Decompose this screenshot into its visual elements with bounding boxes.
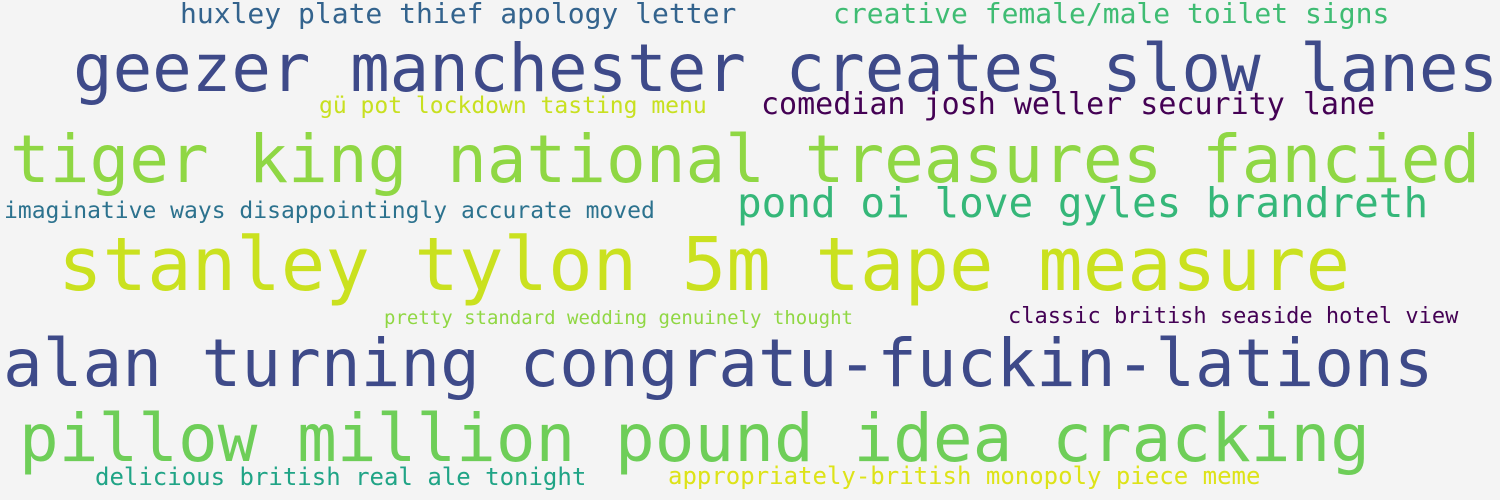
phrase-pillow-million-pound: pillow million pound idea cracking <box>19 400 1371 477</box>
phrase-creative-toilet-signs: creative female/male toilet signs <box>833 0 1390 30</box>
phrase-alan-turning: alan turning congratu-fuckin-lations <box>3 325 1434 402</box>
phrase-appropriately-british-monopoly: appropriately-british monopoly piece mem… <box>668 462 1261 490</box>
phrase-stanley-tylon: stanley tylon 5m tape measure <box>58 222 1351 308</box>
phrase-gu-pot-lockdown: gü pot lockdown tasting menu <box>319 93 707 119</box>
phrase-delicious-british-ale: delicious british real ale tonight <box>95 463 587 491</box>
phrase-imaginative-ways: imaginative ways disappointingly accurat… <box>4 198 655 224</box>
phrase-classic-british-seaside: classic british seaside hotel view <box>1008 304 1459 329</box>
phrase-comedian-josh-weller: comedian josh weller security lane <box>761 87 1376 122</box>
phrase-pretty-standard-wedding: pretty standard wedding genuinely though… <box>384 307 853 329</box>
phrase-geezer-manchester: geezer manchester creates slow lanes <box>73 30 1499 107</box>
phrase-tiger-king: tiger king national treasures fancied <box>10 121 1481 198</box>
phrase-pond-oi-love: pond oi love gyles brandreth <box>737 179 1429 227</box>
phrase-huxley-plate-thief: huxley plate thief apology letter <box>180 0 737 30</box>
